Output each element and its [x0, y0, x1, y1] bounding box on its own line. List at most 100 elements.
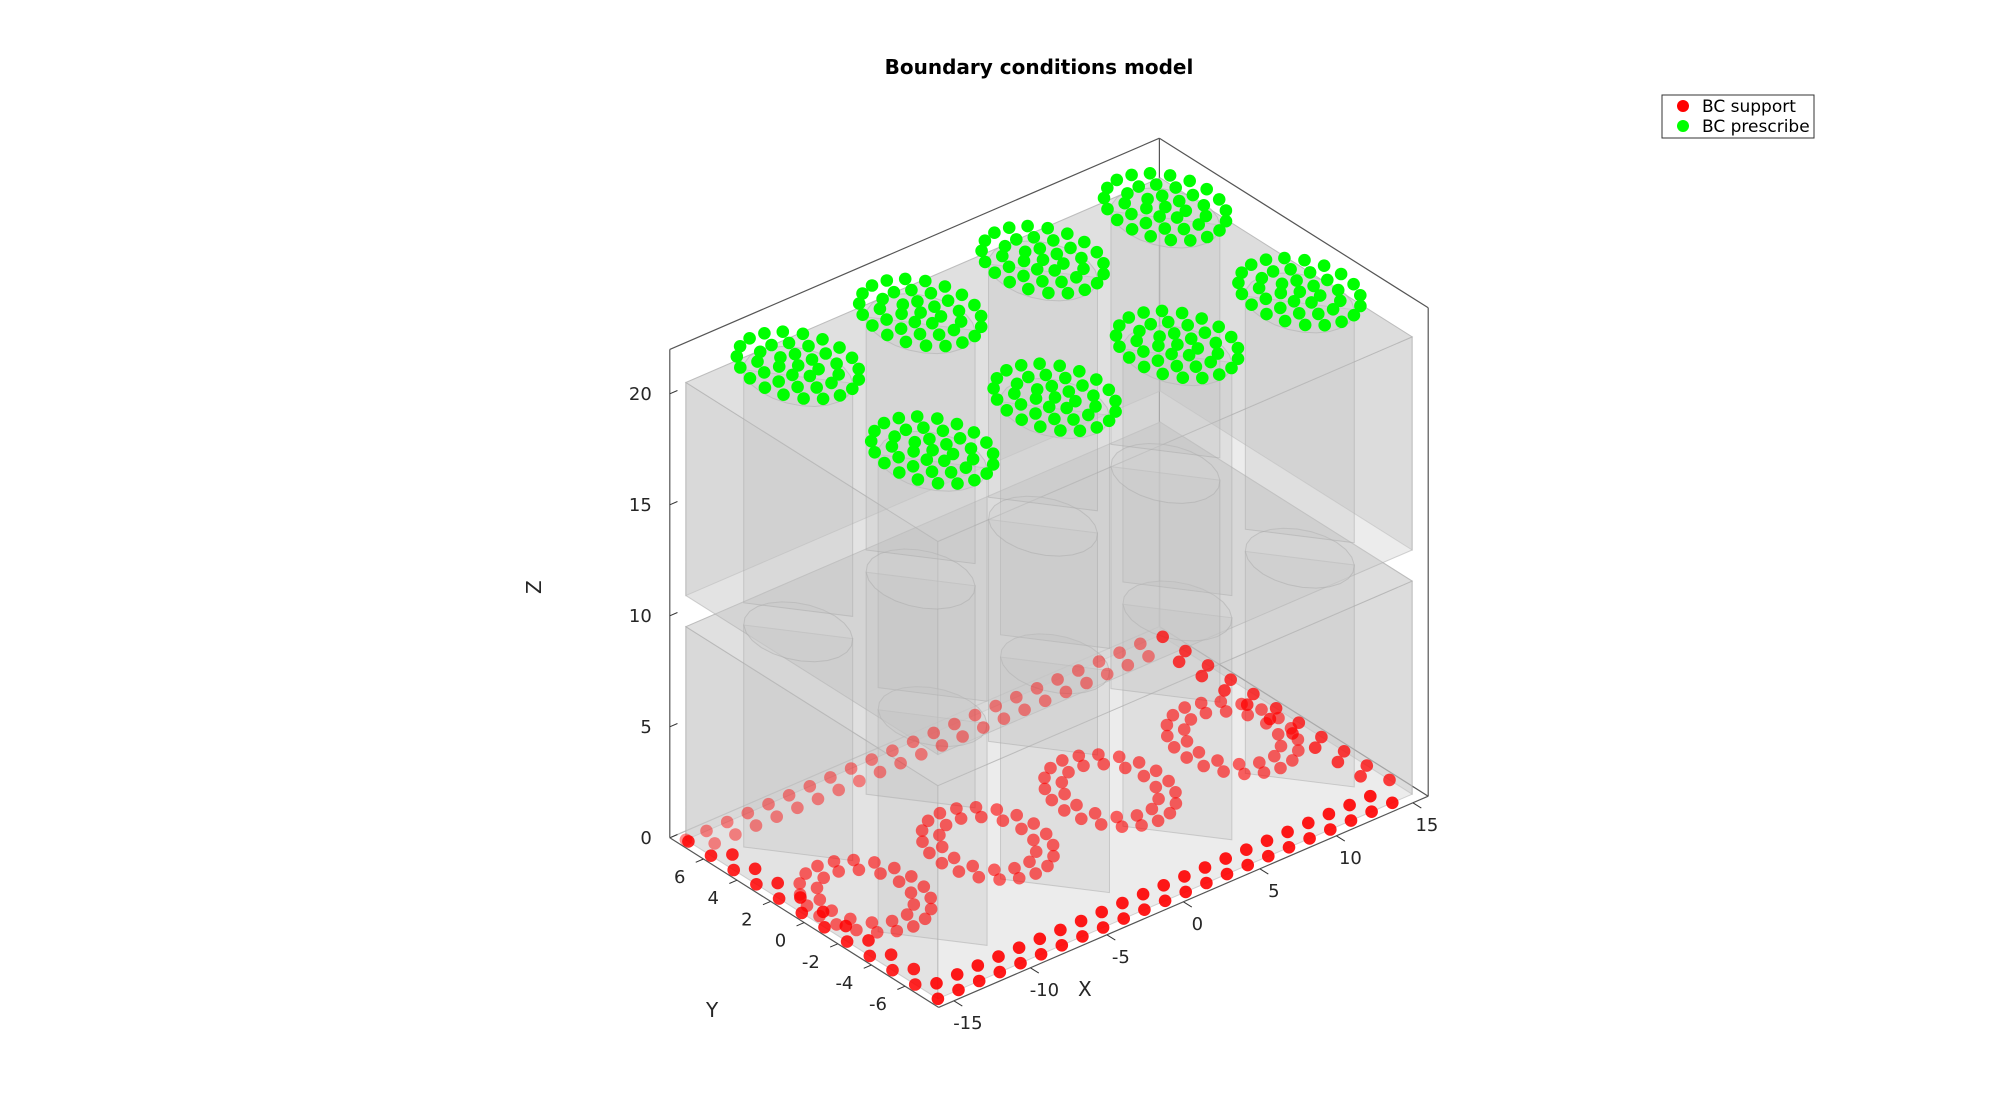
- bc-support-point: [968, 708, 982, 722]
- legend-label-prescribe: BC prescribe: [1702, 117, 1810, 137]
- bc-prescribe-point: [1274, 301, 1287, 315]
- bc-support-point: [1211, 754, 1224, 767]
- bc-prescribe-point: [1212, 320, 1225, 334]
- bc-support-point: [921, 814, 935, 828]
- bc-support-point: [1224, 673, 1237, 686]
- bc-support-point: [915, 824, 929, 837]
- bc-prescribe-point: [765, 338, 778, 352]
- bc-support-point: [915, 748, 928, 761]
- bc-support-point: [894, 756, 907, 770]
- y-tick-label: 0: [775, 931, 786, 952]
- bc-prescribe-point: [1225, 361, 1238, 375]
- bc-support-point: [1386, 796, 1399, 810]
- bc-prescribe-point: [1259, 292, 1273, 306]
- bc-support-point: [1010, 690, 1023, 704]
- x-tick-mark: [1412, 802, 1422, 809]
- bc-prescribe-point: [1121, 187, 1134, 200]
- z-tick-mark: [669, 834, 678, 839]
- bc-support-point: [1220, 867, 1234, 881]
- z-tick-mark: [669, 612, 678, 617]
- bc-prescribe-point: [906, 460, 920, 473]
- bc-prescribe-point: [819, 347, 832, 360]
- bc-prescribe-point: [1087, 389, 1100, 403]
- bc-support-point: [1172, 655, 1186, 669]
- bc-prescribe-point: [868, 424, 881, 438]
- bc-prescribe-point: [1064, 241, 1077, 255]
- bc-prescribe-point: [1195, 312, 1208, 325]
- bc-prescribe-point: [1067, 413, 1080, 426]
- bc-prescribe-point: [954, 315, 968, 328]
- bc-prescribe-point: [1102, 414, 1116, 428]
- bc-prescribe-point: [880, 274, 894, 287]
- bc-prescribe-point: [899, 423, 913, 437]
- bc-prescribe-point: [975, 244, 988, 258]
- bc-support-point: [992, 950, 1005, 963]
- bc-support-point: [793, 877, 806, 890]
- bc-prescribe-point: [1184, 234, 1197, 247]
- bc-prescribe-point: [907, 445, 920, 458]
- bc-support-point: [748, 862, 762, 876]
- bc-prescribe-point: [866, 319, 879, 332]
- bc-prescribe-point: [1153, 330, 1166, 343]
- stud-cap: [1244, 527, 1355, 589]
- bc-support-point: [1010, 808, 1023, 822]
- bc-prescribe-point: [802, 339, 815, 353]
- bc-support-point: [862, 934, 875, 947]
- bc-prescribe-point: [1163, 169, 1177, 182]
- bc-support-point: [1130, 809, 1144, 822]
- bc-prescribe-point: [1030, 263, 1044, 276]
- y-tick-label: 4: [708, 888, 719, 909]
- bc-support-point: [988, 863, 1001, 877]
- bc-support-point: [1041, 859, 1054, 873]
- bc-support-point: [935, 856, 949, 870]
- bc-prescribe-point: [1034, 420, 1047, 434]
- bc-prescribe-point: [953, 432, 967, 445]
- bc-prescribe-point: [1313, 289, 1327, 302]
- stud-cap: [1122, 580, 1233, 642]
- bc-prescribe-point: [986, 458, 1000, 471]
- bc-prescribe-point: [1137, 345, 1150, 358]
- bc-support-point: [886, 963, 899, 977]
- bc-prescribe-point: [1097, 257, 1110, 270]
- bc-support-point: [1194, 696, 1208, 710]
- x-tick-mark: [953, 1000, 963, 1007]
- bc-prescribe-point: [1070, 271, 1083, 284]
- bc-prescribe-point: [1097, 267, 1110, 281]
- bc-prescribe-point: [845, 351, 859, 365]
- bc-prescribe-point: [1029, 407, 1042, 420]
- bc-support-point: [1308, 741, 1322, 754]
- bc-prescribe-point: [1211, 347, 1225, 360]
- bc-support-point: [927, 726, 940, 740]
- bc-support-point: [905, 870, 918, 883]
- bc-support-point: [1092, 655, 1106, 668]
- bc-prescribe-point: [791, 380, 804, 394]
- bc-prescribe-point: [908, 435, 922, 449]
- z-tick-mark: [669, 723, 678, 728]
- bc-support-point: [1343, 798, 1356, 812]
- bc-support-point: [1158, 894, 1172, 908]
- bc-support-point: [1200, 876, 1213, 890]
- bc-prescribe-point: [1109, 329, 1123, 342]
- bc-prescribe-point: [833, 389, 847, 402]
- bc-prescribe-point: [911, 295, 924, 308]
- bc-prescribe-point: [1113, 319, 1126, 332]
- bc-prescribe-point: [1048, 412, 1061, 426]
- bc-prescribe-point: [1255, 271, 1269, 285]
- bc-prescribe-point: [877, 416, 891, 430]
- bc-prescribe-point: [1109, 405, 1122, 418]
- bc-support-point: [1262, 849, 1275, 863]
- bc-prescribe-point: [1347, 277, 1360, 291]
- bc-prescribe-point: [1274, 286, 1288, 300]
- bc-support-point: [1163, 806, 1177, 820]
- bc-support-point: [1038, 771, 1051, 785]
- bc-prescribe-point: [1110, 213, 1124, 227]
- bc-prescribe-point: [919, 339, 933, 353]
- y-tick-mark: [695, 858, 704, 863]
- bc-support-point: [1142, 650, 1155, 663]
- bc-support-point: [1331, 755, 1345, 769]
- bc-prescribe-point: [852, 362, 865, 376]
- bc-prescribe-point: [833, 341, 846, 354]
- bc-prescribe-point: [888, 430, 901, 443]
- bc-support-point: [1218, 684, 1231, 697]
- bc-prescribe-point: [1260, 307, 1273, 321]
